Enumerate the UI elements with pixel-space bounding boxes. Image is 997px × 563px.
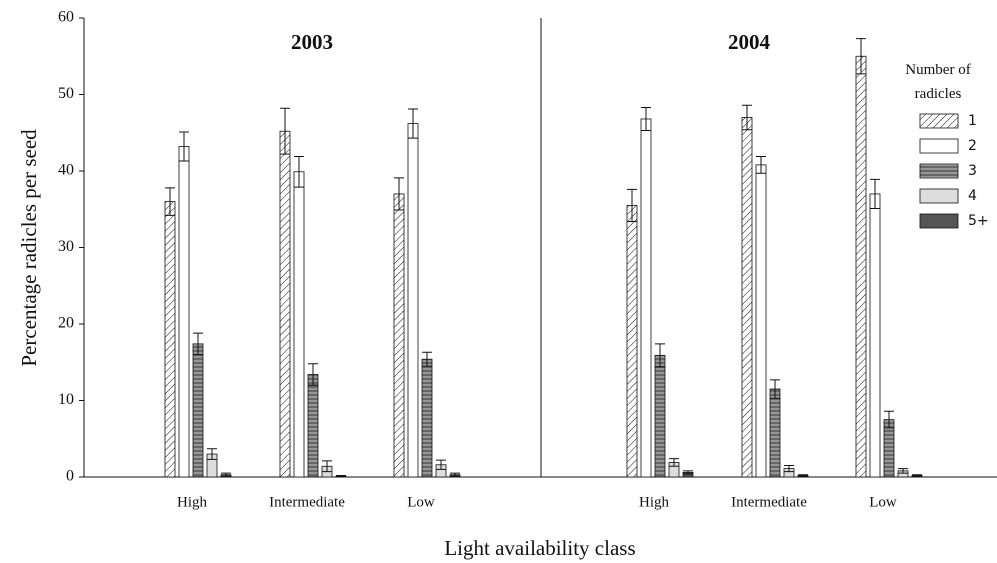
bar (164, 201, 176, 478)
error-bar (798, 474, 808, 477)
legend-title: Number of radicles (905, 62, 971, 102)
y-tick-label: 40 (58, 162, 74, 179)
error-bar (422, 351, 432, 367)
error-bar (742, 104, 752, 131)
x-tick-label: Low (869, 494, 897, 510)
error-bar (756, 155, 766, 174)
error-bar (784, 465, 794, 473)
legend-label: 2 (968, 138, 977, 154)
error-bar (179, 131, 189, 162)
error-bar (912, 474, 922, 477)
y-tick-label: 0 (66, 468, 74, 485)
error-bar (308, 363, 318, 386)
error-bar (655, 343, 665, 368)
error-bar (436, 459, 446, 470)
error-bar (627, 188, 637, 222)
y-tick-label: 30 (58, 238, 74, 255)
bar (640, 118, 652, 478)
bar (307, 374, 319, 478)
y-axis-label: Percentage radicles per seed (17, 129, 41, 367)
bar (421, 358, 433, 478)
legend-label: 5+ (968, 213, 989, 229)
error-bar (408, 108, 418, 139)
x-tick-label: Intermediate (269, 494, 345, 510)
x-tick-label: High (177, 494, 208, 510)
bar (192, 343, 204, 478)
bar (279, 130, 291, 478)
error-bar (165, 187, 175, 216)
error-bar (898, 468, 908, 474)
y-tick-label: 10 (58, 391, 74, 408)
error-bar (884, 410, 894, 429)
bar (755, 164, 767, 478)
error-bar (870, 178, 880, 209)
error-bar (221, 472, 231, 477)
legend-swatch (919, 113, 959, 129)
bar (769, 388, 781, 478)
error-bar (450, 472, 460, 477)
error-bar (294, 155, 304, 188)
bar (869, 193, 881, 478)
x-tick-label: Low (407, 494, 435, 510)
x-axis-label: Light availability class (444, 536, 635, 560)
bar (626, 205, 638, 478)
error-bar (683, 470, 693, 475)
error-bar (641, 107, 651, 131)
error-bar (669, 458, 679, 467)
legend-label: 4 (968, 188, 977, 204)
error-bar (280, 107, 290, 155)
bar (654, 354, 666, 478)
error-bar (336, 474, 346, 478)
error-bar (207, 448, 217, 460)
error-bar (856, 38, 866, 75)
error-bar (322, 460, 332, 473)
chart-title: 2004 (728, 30, 771, 54)
bar (178, 146, 190, 478)
legend-label: 1 (968, 113, 977, 129)
bar (293, 171, 305, 478)
legend-swatch (919, 213, 959, 229)
y-tick-label: 60 (58, 9, 74, 26)
bar (407, 123, 419, 478)
error-bar (193, 332, 203, 356)
legend-swatch (919, 138, 959, 154)
bar (855, 55, 867, 478)
error-bar (770, 379, 780, 399)
legend-swatch (919, 188, 959, 204)
legend-label: 3 (968, 163, 977, 179)
bar (393, 193, 405, 478)
error-bar (394, 177, 404, 211)
legend-swatch (919, 163, 959, 179)
x-tick-label: High (639, 494, 670, 510)
bar (741, 117, 753, 478)
y-tick-label: 20 (58, 315, 74, 332)
x-tick-label: Intermediate (731, 494, 807, 510)
y-tick-label: 50 (58, 85, 74, 102)
chart-title: 2003 (291, 30, 333, 54)
